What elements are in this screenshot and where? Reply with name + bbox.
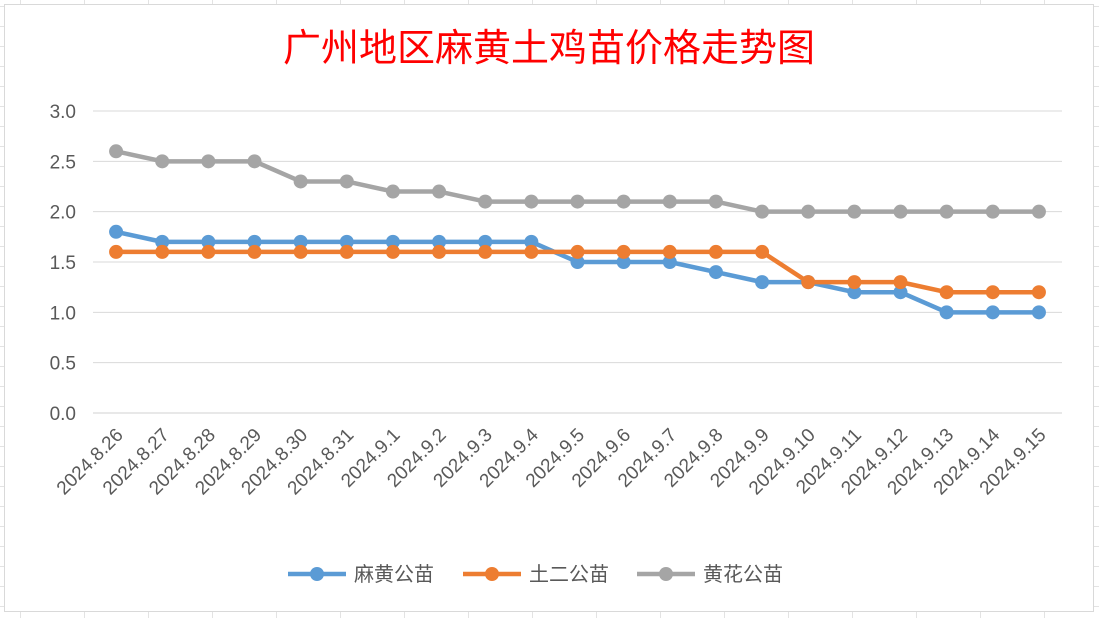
data-point[interactable] — [524, 244, 539, 259]
y-tick-label: 0.0 — [50, 404, 76, 425]
data-point[interactable] — [801, 204, 816, 219]
data-point[interactable] — [155, 234, 170, 249]
data-point[interactable] — [109, 224, 124, 239]
data-point[interactable] — [755, 244, 770, 259]
data-point[interactable] — [339, 234, 354, 249]
legend-swatch-marker — [310, 567, 324, 581]
data-point[interactable] — [524, 234, 539, 249]
data-point[interactable] — [755, 204, 770, 219]
chart-area[interactable] — [4, 4, 1094, 612]
data-point[interactable] — [847, 275, 862, 290]
data-point[interactable] — [939, 285, 954, 300]
data-point[interactable] — [616, 194, 631, 209]
data-point[interactable] — [478, 194, 493, 209]
data-point[interactable] — [385, 244, 400, 259]
series-1 — [109, 224, 1046, 320]
legend-item[interactable]: 黄花公苗 — [637, 562, 783, 586]
data-point[interactable] — [847, 204, 862, 219]
data-point[interactable] — [524, 194, 539, 209]
legend-item[interactable]: 麻黄公苗 — [288, 562, 434, 586]
data-point[interactable] — [1031, 204, 1046, 219]
chart-title: 广州地区麻黄土鸡苗价格走势图 — [283, 26, 815, 70]
series-3 — [109, 144, 1046, 219]
data-point[interactable] — [247, 154, 262, 169]
data-point[interactable] — [293, 174, 308, 189]
data-point[interactable] — [570, 244, 585, 259]
data-point[interactable] — [616, 244, 631, 259]
data-point[interactable] — [939, 305, 954, 320]
data-point[interactable] — [893, 275, 908, 290]
data-point[interactable] — [293, 234, 308, 249]
data-point[interactable] — [385, 234, 400, 249]
legend-item[interactable]: 土二公苗 — [463, 562, 609, 586]
data-point[interactable] — [616, 255, 631, 269]
legend: 麻黄公苗 土二公苗 黄花公苗 — [288, 562, 783, 586]
data-point[interactable] — [155, 244, 170, 259]
data-point[interactable] — [755, 275, 770, 290]
data-point[interactable] — [432, 234, 447, 249]
data-point[interactable] — [201, 234, 216, 249]
legend-label: 土二公苗 — [529, 562, 609, 586]
data-point[interactable] — [339, 174, 354, 189]
legend-swatch-marker — [659, 567, 673, 581]
data-point[interactable] — [155, 154, 170, 169]
data-point[interactable] — [247, 234, 262, 249]
data-point[interactable] — [109, 244, 124, 259]
y-tick-label: 1.0 — [50, 303, 76, 324]
data-point[interactable] — [432, 184, 447, 199]
data-point[interactable] — [985, 305, 1000, 320]
data-point[interactable] — [1031, 305, 1046, 320]
data-point[interactable] — [801, 275, 816, 290]
y-tick-label: 1.5 — [50, 253, 76, 274]
y-tick-label: 0.5 — [50, 354, 76, 375]
data-point[interactable] — [570, 194, 585, 209]
y-tick-label: 3.0 — [50, 102, 76, 123]
data-point[interactable] — [662, 244, 677, 259]
legend-label: 黄花公苗 — [703, 562, 783, 586]
data-point[interactable] — [478, 244, 493, 259]
data-point[interactable] — [708, 265, 723, 280]
data-point[interactable] — [432, 244, 447, 259]
data-point[interactable] — [478, 234, 493, 249]
x-axis-ticks: 2024.8.262024.8.272024.8.282024.8.292024… — [53, 424, 1050, 499]
legend-label: 麻黄公苗 — [354, 562, 434, 586]
data-point[interactable] — [985, 204, 1000, 219]
data-point[interactable] — [570, 255, 585, 269]
y-tick-label: 2.5 — [50, 152, 76, 173]
data-point[interactable] — [939, 204, 954, 219]
data-point[interactable] — [385, 184, 400, 199]
data-point[interactable] — [293, 244, 308, 259]
data-point[interactable] — [662, 255, 677, 269]
data-point[interactable] — [109, 144, 124, 159]
data-point[interactable] — [893, 285, 908, 300]
legend-swatch-marker — [485, 567, 499, 581]
data-point[interactable] — [201, 154, 216, 169]
series-lines — [109, 144, 1046, 320]
y-axis-ticks: 0.0 0.5 1.0 1.5 2.0 2.5 3.0 — [50, 102, 76, 425]
data-point[interactable] — [662, 194, 677, 209]
data-point[interactable] — [1031, 285, 1046, 300]
data-point[interactable] — [339, 244, 354, 259]
y-tick-label: 2.0 — [50, 203, 76, 224]
data-point[interactable] — [893, 204, 908, 219]
data-point[interactable] — [708, 194, 723, 209]
series-2 — [109, 244, 1046, 300]
data-point[interactable] — [708, 244, 723, 259]
data-point[interactable] — [985, 285, 1000, 300]
data-point[interactable] — [247, 244, 262, 259]
data-point[interactable] — [201, 244, 216, 259]
data-point[interactable] — [847, 285, 862, 300]
